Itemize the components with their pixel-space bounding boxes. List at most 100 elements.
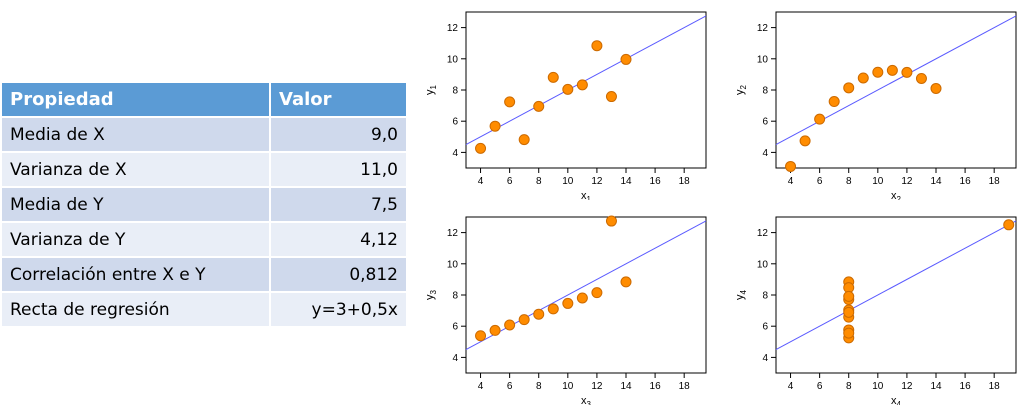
data-point <box>518 314 530 326</box>
x-axis-label-subscript: 3 <box>587 400 592 405</box>
x-tick-label: 18 <box>679 381 691 392</box>
x-axis-label-text: x <box>891 395 897 405</box>
value-cell: 4,12 <box>270 222 406 258</box>
x-tick-label: 18 <box>989 381 1001 392</box>
data-point <box>1003 219 1015 231</box>
table-row: Varianza de X 11,0 <box>2 152 406 188</box>
y-axis-label-subscript: 2 <box>739 84 748 89</box>
y-tick-label: 10 <box>757 259 769 270</box>
x-tick-label: 4 <box>788 176 794 187</box>
y-tick-label: 12 <box>757 23 769 34</box>
stats-table-header-row: Propiedad Valor <box>2 83 406 118</box>
data-point <box>843 82 855 94</box>
regression-line <box>465 220 707 351</box>
y-axis-label-subscript: 1 <box>429 84 438 89</box>
x-axis-label-subscript: 2 <box>897 195 902 200</box>
data-point <box>605 215 617 227</box>
data-point <box>576 292 588 304</box>
x-axis-label-text: x <box>581 190 587 200</box>
y-tick-label: 8 <box>452 86 458 97</box>
y-tick-label: 6 <box>762 322 768 333</box>
y-tick-label: 10 <box>447 259 459 270</box>
data-point <box>489 324 501 336</box>
y-tick-label: 4 <box>452 148 458 159</box>
y-axis-label: y2 <box>734 84 748 95</box>
x-tick-label: 8 <box>846 176 852 187</box>
data-point <box>901 66 913 78</box>
x-tick-label: 4 <box>478 176 484 187</box>
x-tick-label: 16 <box>650 381 662 392</box>
data-point <box>489 120 501 132</box>
table-row: Media de X 9,0 <box>2 117 406 153</box>
x-tick-label: 10 <box>562 381 574 392</box>
property-cell: Media de X <box>2 117 271 153</box>
y-tick-label: 12 <box>757 228 769 239</box>
regression-line <box>775 15 1017 146</box>
data-point <box>814 113 826 125</box>
x-axis-label-subscript: 4 <box>897 400 902 405</box>
x-tick-label: 14 <box>620 381 632 392</box>
table-row: Media de Y 7,5 <box>2 187 406 223</box>
x-axis-label-subscript: 1 <box>587 195 592 200</box>
x-tick-label: 12 <box>591 176 603 187</box>
x-tick-label: 6 <box>817 381 823 392</box>
data-point <box>828 96 840 108</box>
property-cell: Recta de regresión <box>2 292 271 328</box>
y-tick-label: 6 <box>452 322 458 333</box>
x-tick-label: 10 <box>562 176 574 187</box>
data-point <box>533 308 545 320</box>
data-point <box>843 306 855 318</box>
column-header-property: Propiedad <box>2 83 271 118</box>
y-tick-label: 4 <box>762 148 768 159</box>
data-point <box>562 297 574 309</box>
property-cell: Varianza de Y <box>2 222 271 258</box>
regression-line <box>775 220 1017 351</box>
table-row: Recta de regresión y=3+0,5x <box>2 292 406 328</box>
data-point <box>857 72 869 84</box>
data-point <box>591 287 603 299</box>
x-tick-label: 14 <box>930 176 942 187</box>
value-cell: 0,812 <box>270 257 406 293</box>
x-tick-label: 18 <box>989 176 1001 187</box>
x-tick-label: 6 <box>817 176 823 187</box>
y-axis-label-subscript: 4 <box>739 289 748 294</box>
y-tick-label: 10 <box>757 54 769 65</box>
data-point <box>475 330 487 342</box>
x-tick-label: 16 <box>650 176 662 187</box>
value-cell: 7,5 <box>270 187 406 223</box>
x-tick-label: 10 <box>872 176 884 187</box>
data-point <box>620 53 632 65</box>
data-point <box>504 319 516 331</box>
x-tick-label: 10 <box>872 381 884 392</box>
x-axis-label-text: x <box>891 190 897 200</box>
data-point <box>504 96 516 108</box>
y-tick-label: 6 <box>452 117 458 128</box>
x-tick-label: 18 <box>679 176 691 187</box>
data-point <box>576 79 588 91</box>
x-axis-label: x4 <box>891 395 902 405</box>
x-tick-label: 8 <box>846 381 852 392</box>
x-tick-label: 4 <box>788 381 794 392</box>
data-point <box>785 160 797 172</box>
stats-table: Propiedad Valor Media de X 9,0 Varianza … <box>2 83 406 328</box>
y-axis-label: y4 <box>734 289 748 300</box>
x-tick-label: 6 <box>507 176 513 187</box>
x-tick-label: 12 <box>901 176 913 187</box>
y-axis-label-text: y <box>424 89 436 95</box>
y-tick-label: 12 <box>447 23 459 34</box>
data-point <box>915 72 927 84</box>
x-axis-label: x1 <box>581 190 592 200</box>
y-tick-label: 6 <box>762 117 768 128</box>
data-point <box>930 82 942 94</box>
data-point <box>475 142 487 154</box>
x-tick-label: 12 <box>591 381 603 392</box>
data-point <box>591 40 603 52</box>
y-tick-label: 10 <box>447 54 459 65</box>
y-tick-label: 12 <box>447 228 459 239</box>
data-point <box>533 100 545 112</box>
x-tick-label: 14 <box>930 381 942 392</box>
